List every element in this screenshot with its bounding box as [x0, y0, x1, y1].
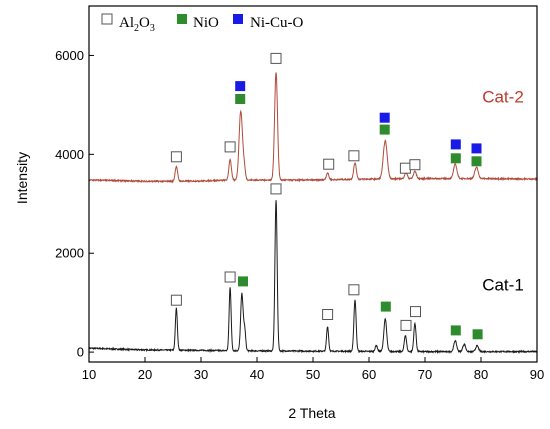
legend-nio-label: NiO	[193, 15, 219, 31]
al2o3-marker	[410, 306, 421, 318]
nicuo-marker	[235, 81, 246, 92]
al2o3-marker	[348, 284, 360, 296]
axes: 10 20 30 40 50 60 70 80 90 0 2000 4000 6000	[55, 5, 544, 382]
al2o3-marker	[270, 183, 282, 195]
al2o3-marker	[399, 162, 411, 174]
nio-marker	[235, 94, 246, 104]
legend-al2o3-base: Al	[119, 15, 134, 31]
al2o3-marker	[348, 150, 360, 162]
al2o3-marker	[409, 159, 421, 171]
nio-marker	[450, 153, 461, 164]
phase-markers	[170, 52, 483, 340]
x-tick-label: 90	[530, 367, 544, 382]
x-tick-label: 50	[306, 367, 320, 382]
nio-marker	[472, 329, 483, 340]
legend-nicuo-marker	[233, 14, 243, 24]
nicuo-marker	[450, 139, 461, 150]
x-tick-label: 20	[138, 367, 152, 382]
legend-al2o3-label: Al2O3	[119, 15, 155, 34]
legend-al2o3-sub2: 3	[150, 23, 155, 34]
y-axis-label: Intensity	[14, 152, 30, 204]
nicuo-marker	[379, 112, 390, 123]
legend-nicuo-label: Ni-Cu-O	[250, 15, 303, 31]
y-tick-label: 2000	[55, 246, 84, 261]
x-tick-label: 80	[474, 367, 488, 382]
series-label-cat-1: Cat-1	[482, 275, 524, 294]
al2o3-marker	[170, 151, 182, 163]
al2o3-marker	[323, 158, 335, 170]
x-tick-label: 60	[362, 367, 376, 382]
series-line-cat-2	[88, 72, 538, 184]
legend-nio-marker	[177, 14, 187, 24]
x-axis-label: 2 Theta	[288, 405, 335, 421]
nio-marker	[238, 276, 248, 287]
x-tick-label: 10	[82, 367, 96, 382]
x-tick-label: 30	[194, 367, 208, 382]
al2o3-marker	[224, 271, 236, 283]
al2o3-marker	[170, 294, 182, 306]
nicuo-marker	[471, 143, 482, 154]
series-line-cat-1	[88, 200, 538, 355]
al2o3-marker	[270, 52, 282, 64]
y-tick-label: 4000	[55, 147, 84, 162]
legend-al2o3-sub1: 2	[134, 23, 139, 34]
nio-marker	[450, 325, 461, 336]
legend: Al2O3 NiO Ni-Cu-O	[101, 13, 303, 34]
y-tick-label: 6000	[55, 48, 84, 63]
al2o3-marker	[224, 141, 236, 153]
y-tick-label: 0	[77, 345, 84, 360]
al2o3-marker	[400, 319, 412, 331]
x-tick-label: 40	[250, 367, 264, 382]
nio-marker	[380, 301, 391, 312]
legend-al2o3-mid: O	[139, 15, 150, 31]
x-tick-label: 70	[418, 367, 432, 382]
series-label-cat-2: Cat-2	[482, 87, 524, 106]
nio-marker	[471, 156, 482, 167]
nio-marker	[379, 124, 390, 135]
plot-area	[88, 72, 538, 355]
al2o3-marker	[322, 309, 334, 320]
legend-al2o3-marker	[101, 13, 113, 25]
